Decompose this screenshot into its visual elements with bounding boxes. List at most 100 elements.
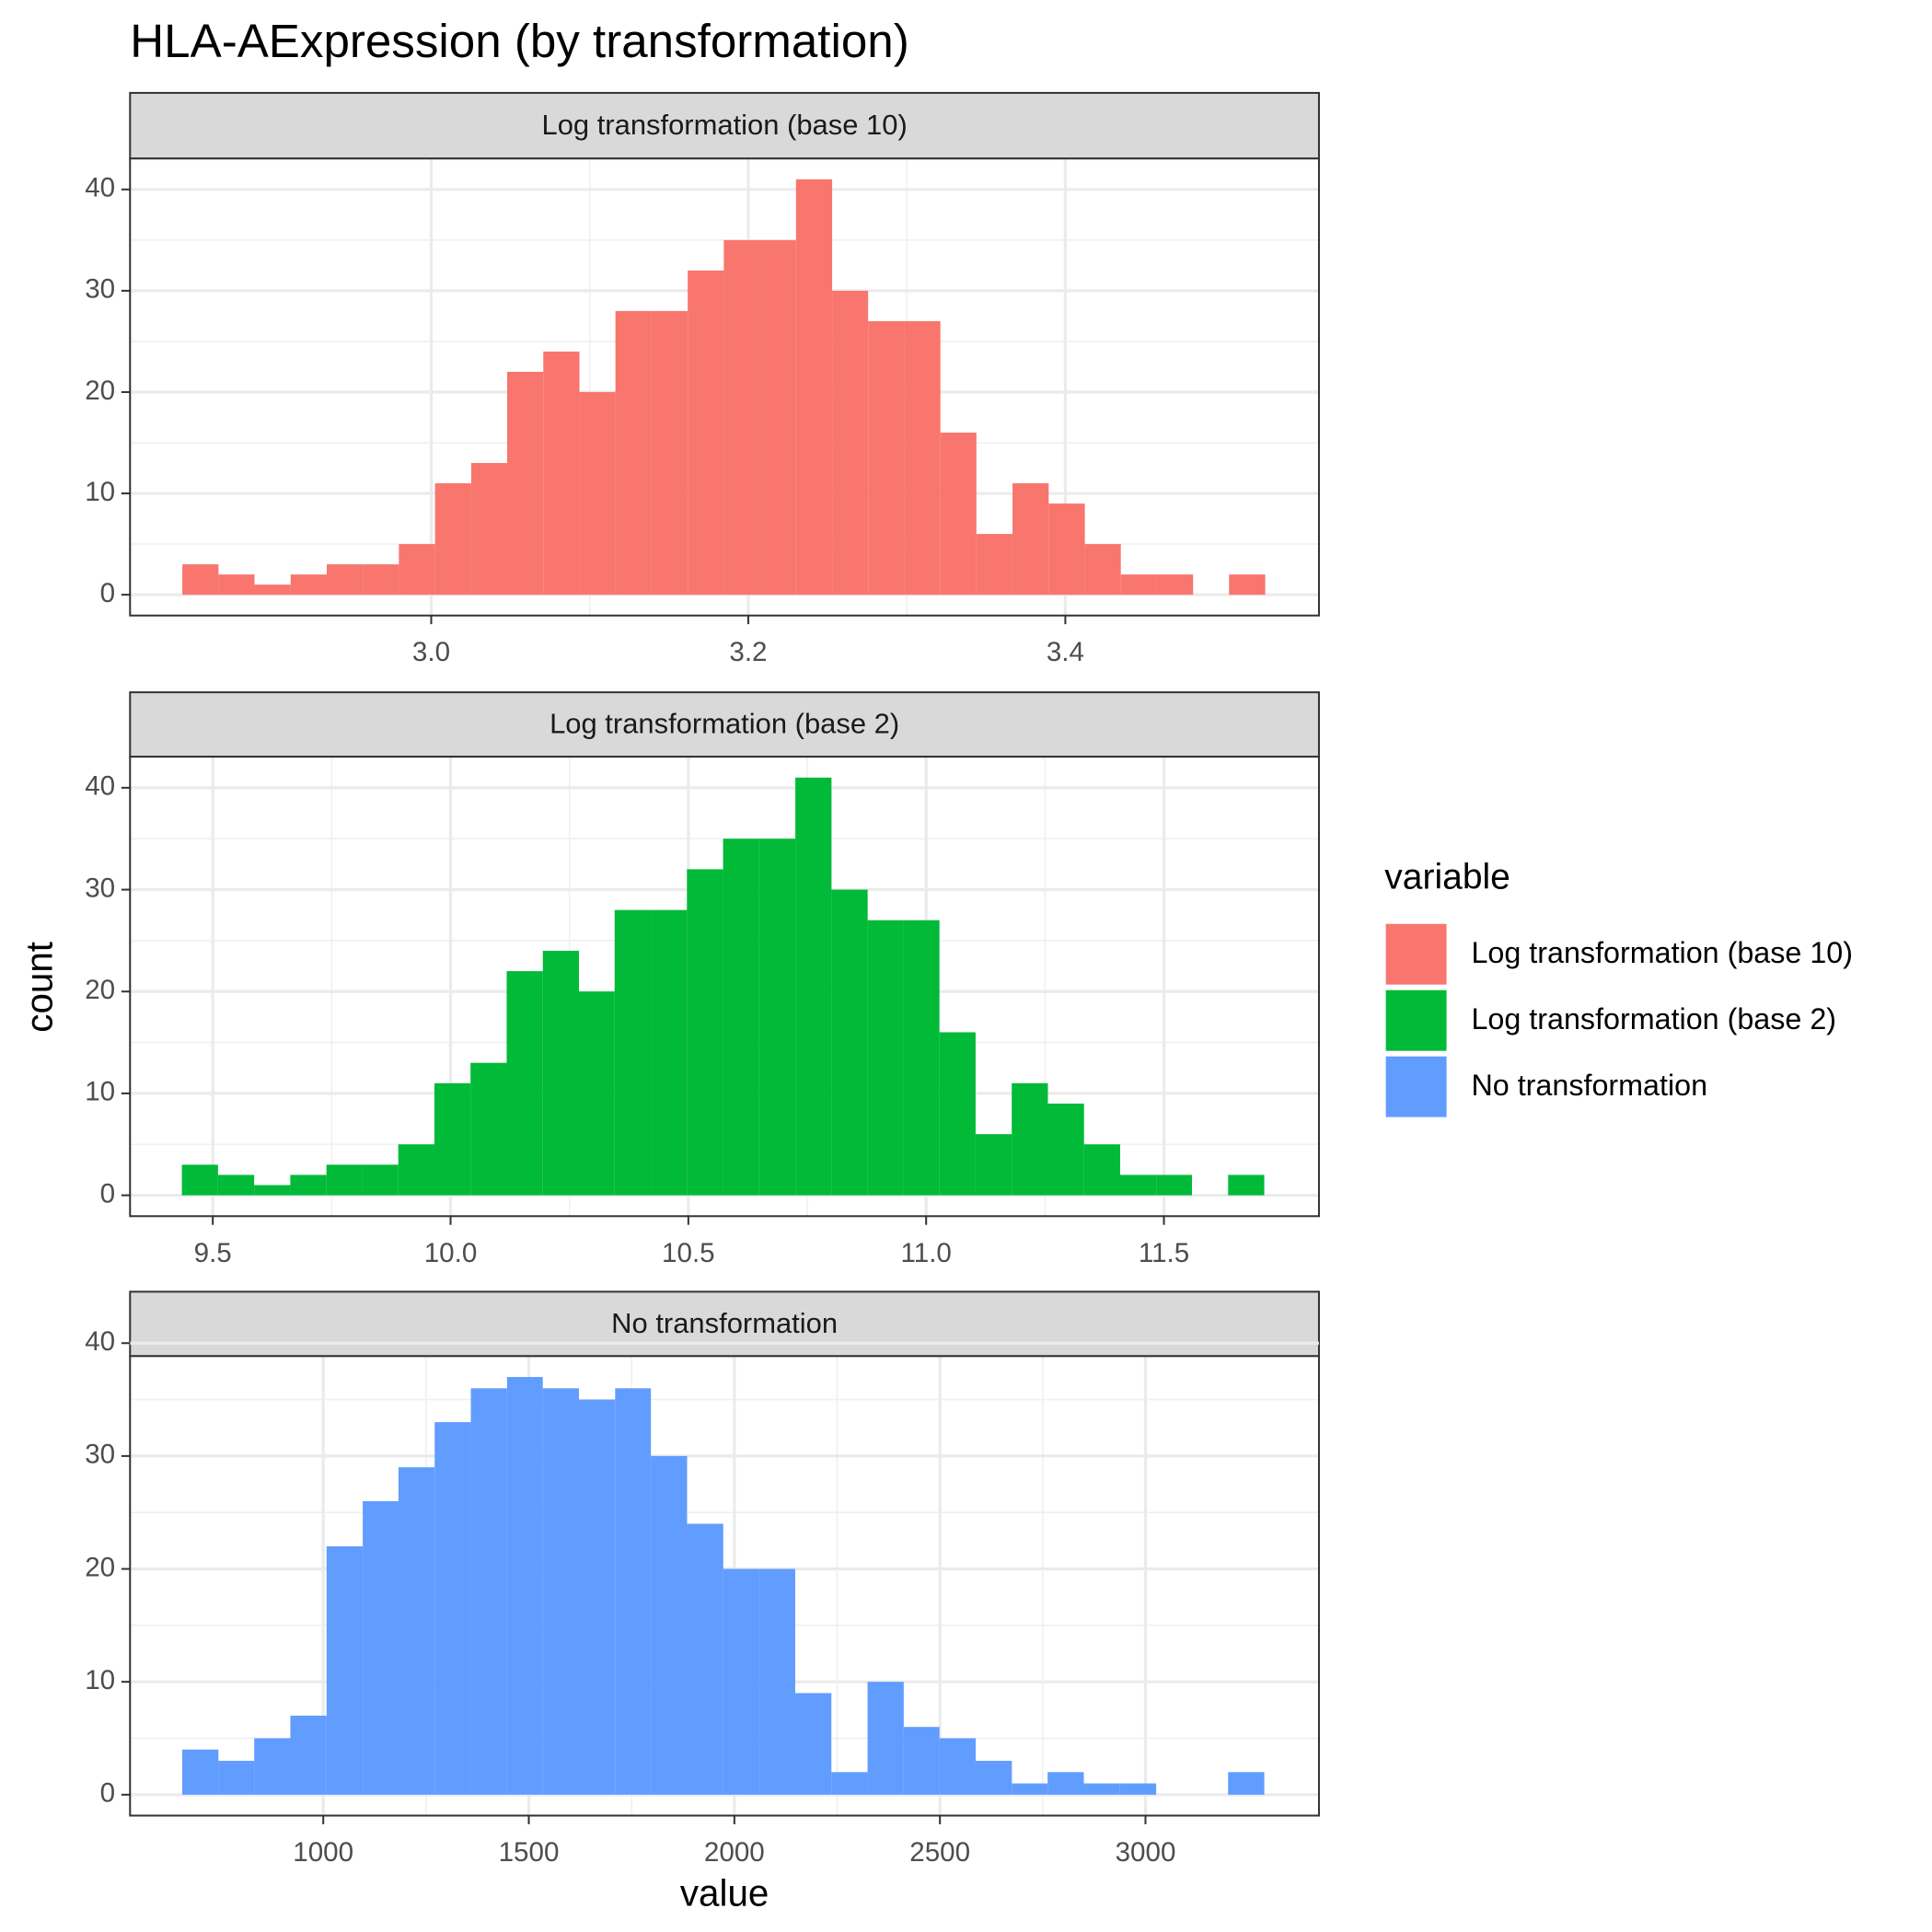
histogram-bar xyxy=(903,920,940,1196)
y-tick-label: 0 xyxy=(100,578,115,608)
histogram-bar xyxy=(831,1772,868,1795)
histogram-bar xyxy=(651,1455,688,1795)
histogram-bar xyxy=(759,1568,795,1795)
x-tick-label: 2500 xyxy=(909,1837,970,1868)
facet-label: Log transformation (base 10) xyxy=(542,109,908,141)
histogram-bar xyxy=(470,463,508,596)
histogram-bar xyxy=(1047,1103,1084,1196)
facet-label: No transformation xyxy=(611,1307,838,1339)
x-tick-label: 11.5 xyxy=(1139,1238,1189,1268)
histogram-bar xyxy=(542,1388,580,1795)
histogram-bar xyxy=(470,1388,507,1795)
histogram-bar xyxy=(290,1715,327,1795)
histogram-bar xyxy=(903,1727,940,1795)
y-tick-label: 10 xyxy=(85,1665,115,1695)
legend-label: Log transformation (base 10) xyxy=(1471,936,1853,969)
histogram-bar xyxy=(326,1164,363,1196)
histogram-bar xyxy=(470,1062,507,1196)
histogram-bar xyxy=(651,310,688,596)
histogram-bar xyxy=(687,869,723,1196)
histogram-bar xyxy=(795,179,833,596)
histogram-bar xyxy=(976,534,1013,596)
y-tick-label: 30 xyxy=(85,1440,115,1470)
histogram-bar xyxy=(543,351,580,596)
x-axis-label: value xyxy=(680,1872,769,1915)
histogram-bar xyxy=(182,564,219,596)
x-tick-label: 1000 xyxy=(293,1837,353,1868)
y-tick-label: 20 xyxy=(85,1552,115,1582)
histogram-bar xyxy=(326,1546,364,1795)
y-axis-label: count xyxy=(17,942,60,1033)
y-tick-label: 30 xyxy=(85,274,115,305)
y-tick-label: 0 xyxy=(100,1178,115,1209)
histogram-bar xyxy=(615,1388,652,1795)
histogram-bar xyxy=(1012,1783,1048,1795)
histogram-bar xyxy=(975,1134,1012,1196)
y-tick-label: 20 xyxy=(85,376,115,406)
histogram-bar xyxy=(759,239,796,596)
histogram-bar xyxy=(506,1377,543,1795)
x-tick-label: 10.5 xyxy=(662,1238,715,1268)
histogram-bar xyxy=(254,584,291,596)
histogram-bar xyxy=(398,1467,435,1795)
x-tick-label: 3000 xyxy=(1116,1837,1176,1868)
histogram-bar xyxy=(904,320,941,596)
histogram-bar xyxy=(940,433,977,596)
histogram-bar xyxy=(758,839,796,1196)
histogram-bar xyxy=(290,1174,327,1196)
histogram-bar xyxy=(434,1082,471,1196)
histogram-bar xyxy=(1156,574,1194,596)
histogram-bar xyxy=(1228,1772,1265,1795)
histogram-bar xyxy=(1229,574,1266,596)
histogram-bar xyxy=(939,1032,976,1196)
histogram-bar xyxy=(831,889,868,1196)
y-tick-label: 10 xyxy=(85,477,115,507)
histogram-bar xyxy=(867,1682,904,1795)
histogram-bar xyxy=(1084,544,1121,596)
histogram-bar xyxy=(1120,574,1157,596)
histogram-bar xyxy=(1120,1174,1157,1196)
histogram-bar xyxy=(723,839,759,1196)
y-tick-label: 40 xyxy=(85,1326,115,1357)
histogram-bar xyxy=(217,1174,255,1196)
histogram-bar xyxy=(181,1164,218,1196)
histogram-bar xyxy=(579,1399,616,1795)
x-tick-label: 3.4 xyxy=(1047,637,1084,667)
histogram-bar xyxy=(615,310,652,596)
histogram-bar xyxy=(182,1749,219,1795)
histogram-bar xyxy=(290,574,328,596)
histogram-bar xyxy=(1083,1144,1121,1196)
x-tick-label: 11.0 xyxy=(900,1238,951,1268)
histogram-bar xyxy=(579,991,615,1196)
y-tick-label: 40 xyxy=(85,771,115,802)
y-tick-label: 0 xyxy=(100,1778,115,1809)
legend-label: No transformation xyxy=(1471,1069,1707,1102)
x-tick-label: 10.0 xyxy=(424,1238,478,1268)
legend-key xyxy=(1382,921,1450,988)
y-tick-label: 10 xyxy=(85,1077,115,1107)
legend-title: variable xyxy=(1384,858,1510,897)
histogram-bar xyxy=(651,909,688,1196)
histogram-bar xyxy=(363,564,399,596)
histogram-bar xyxy=(939,1738,977,1795)
legend-key xyxy=(1382,1054,1450,1120)
panel-border xyxy=(129,756,1320,1218)
histogram-bar xyxy=(1119,1783,1157,1795)
x-tick-label: 1500 xyxy=(499,1837,560,1868)
histogram-bar xyxy=(976,1761,1012,1795)
facet-strip xyxy=(129,91,1320,160)
histogram-bar xyxy=(254,1738,291,1795)
histogram-bar xyxy=(1156,1174,1193,1196)
y-tick-label: 30 xyxy=(85,873,115,903)
x-tick-label: 3.0 xyxy=(412,637,450,667)
histogram-bar xyxy=(1012,1082,1048,1196)
histogram-bar xyxy=(1228,1174,1265,1196)
y-tick-label: 40 xyxy=(85,173,115,203)
x-tick-label: 3.2 xyxy=(729,637,767,667)
panel-border xyxy=(129,157,1320,617)
histogram-bar xyxy=(1083,1783,1120,1795)
x-tick-label: 9.5 xyxy=(194,1238,232,1268)
legend-key xyxy=(1382,988,1450,1054)
histogram-bar xyxy=(362,1164,399,1196)
